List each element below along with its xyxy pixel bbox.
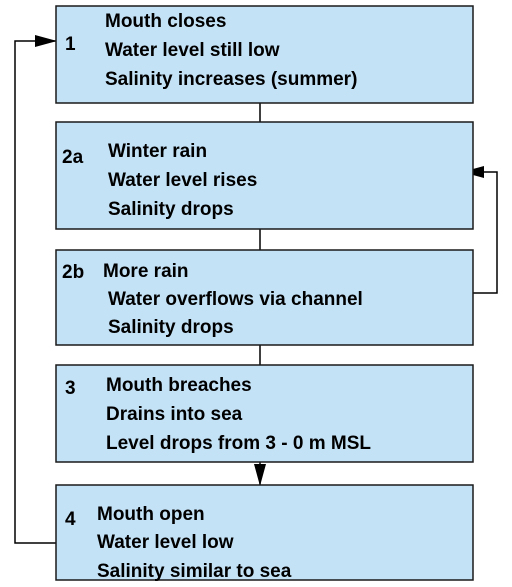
step-line: Salinity increases (summer)	[105, 69, 357, 90]
step-line: Water level still low	[105, 40, 280, 61]
step-id: 1	[65, 34, 76, 55]
step-line: More rain	[103, 261, 189, 282]
step-box	[55, 484, 474, 581]
step-line: Drains into sea	[106, 404, 243, 425]
step-box	[55, 5, 474, 104]
step-box	[55, 249, 474, 346]
step-line: Water overflows via channel	[108, 289, 363, 310]
step-line: Water level low	[97, 532, 234, 553]
step-line: Winter rain	[108, 141, 207, 162]
step-box	[55, 364, 474, 463]
step-line: Level drops from 3 - 0 m MSL	[106, 433, 371, 454]
step-id: 3	[65, 378, 76, 399]
loop-arrow	[14, 35, 57, 544]
step-box	[55, 121, 474, 230]
step-id: 2b	[62, 262, 84, 283]
step-line: Salinity similar to sea	[97, 561, 292, 582]
step-id: 4	[65, 509, 76, 530]
step-line: Water level rises	[108, 170, 257, 191]
step-line: Mouth closes	[105, 11, 226, 32]
step-line: Mouth breaches	[106, 375, 252, 396]
step-line: Salinity drops	[108, 317, 234, 338]
step-id: 2a	[62, 147, 84, 168]
step-line: Mouth open	[97, 504, 205, 525]
step-line: Salinity drops	[108, 199, 234, 220]
loop-arrow	[462, 166, 498, 294]
